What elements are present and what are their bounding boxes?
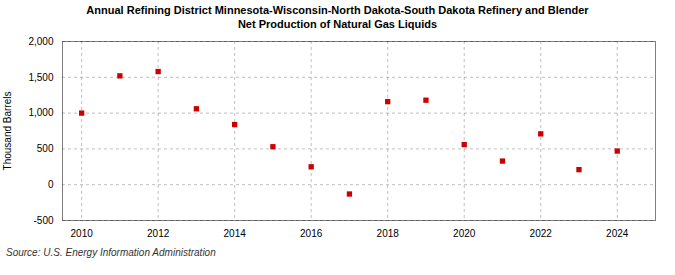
svg-text:500: 500 xyxy=(37,143,54,154)
svg-text:2,000: 2,000 xyxy=(28,36,53,47)
html-text:Source: U.S. Energy Informatio: Source: U.S. Energy Information Administ… xyxy=(6,247,216,258)
svg-text:1,500: 1,500 xyxy=(28,72,53,83)
svg-text:2016: 2016 xyxy=(300,228,323,239)
svg-text:1,000: 1,000 xyxy=(28,107,53,118)
svg-text:2010: 2010 xyxy=(71,228,94,239)
svg-text:Thousand Barrels: Thousand Barrels xyxy=(2,92,13,171)
svg-text:0: 0 xyxy=(48,179,54,190)
html-text:Annual Refining District Minne: Annual Refining District Minnesota-Wisco… xyxy=(86,4,589,16)
svg-text:2024: 2024 xyxy=(606,228,629,239)
svg-text:2012: 2012 xyxy=(147,228,170,239)
svg-text:2022: 2022 xyxy=(530,228,553,239)
svg-text:2014: 2014 xyxy=(224,228,247,239)
html-text:Net Production of Natural Gas: Net Production of Natural Gas Liquids xyxy=(237,18,438,30)
svg-text:2018: 2018 xyxy=(377,228,400,239)
svg-text:-500: -500 xyxy=(33,215,53,226)
svg-text:2020: 2020 xyxy=(453,228,476,239)
